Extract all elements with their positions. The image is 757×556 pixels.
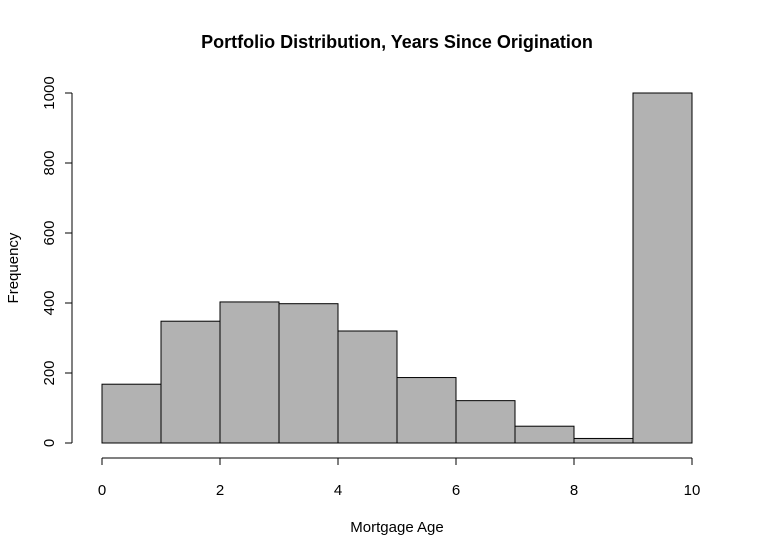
chart-title: Portfolio Distribution, Years Since Orig… <box>201 32 593 52</box>
y-tick-label: 600 <box>41 220 58 245</box>
y-tick-label: 1000 <box>41 76 58 109</box>
histogram-bar <box>514 425 575 444</box>
y-tick-label: 0 <box>41 439 58 447</box>
histogram-bar <box>632 92 693 444</box>
x-axis: 0 2 4 6 8 10 <box>98 457 701 499</box>
y-axis: 0 200 400 600 800 1000 <box>41 76 73 447</box>
histogram-bar <box>219 301 280 444</box>
bars-group <box>101 92 693 444</box>
x-tick-label: 4 <box>334 482 342 499</box>
y-tick-label: 200 <box>41 360 58 385</box>
x-tick-label: 6 <box>452 482 460 499</box>
x-tick-label: 0 <box>98 482 106 499</box>
histogram-bar <box>573 437 634 444</box>
histogram-bar <box>101 383 162 444</box>
histogram-bar <box>396 377 457 444</box>
x-axis-label: Mortgage Age <box>350 519 443 536</box>
x-tick-label: 2 <box>216 482 224 499</box>
y-tick-label: 400 <box>41 290 58 315</box>
histogram-bar <box>455 400 516 444</box>
histogram-bar <box>337 330 398 444</box>
y-tick-label: 800 <box>41 150 58 175</box>
histogram-bar <box>278 303 339 444</box>
x-tick-label: 8 <box>570 482 578 499</box>
histogram-bar <box>160 320 221 444</box>
x-tick-label: 10 <box>684 482 701 499</box>
y-axis-label: Frequency <box>5 232 22 303</box>
